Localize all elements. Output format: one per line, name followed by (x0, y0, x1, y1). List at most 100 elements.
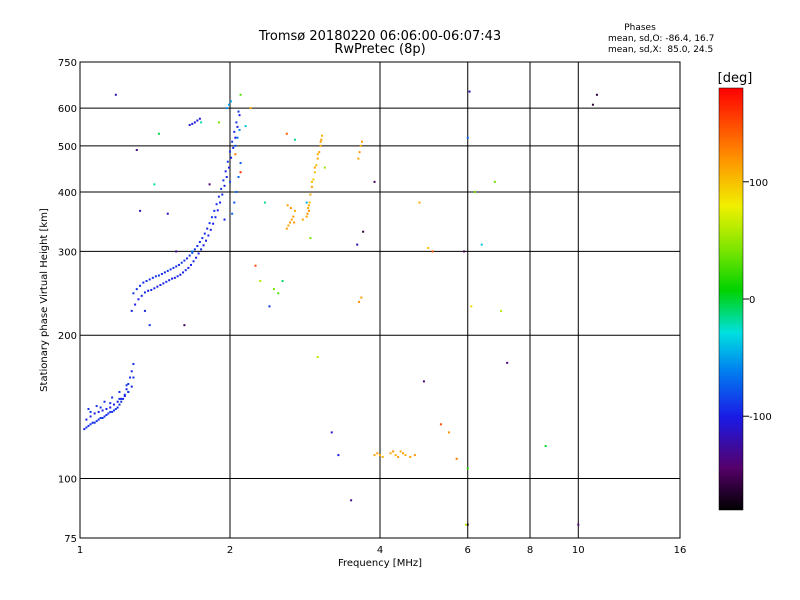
scatter-point (506, 361, 509, 364)
y-tick-label: 75 (64, 534, 77, 545)
colorbar-label: [deg] (718, 71, 753, 86)
scatter-point (217, 121, 220, 124)
scatter-point (305, 201, 308, 204)
scatter-point (109, 406, 112, 409)
scatter-point (292, 215, 295, 218)
scatter-point (466, 467, 469, 470)
y-tick-label: 750 (58, 58, 77, 69)
scatter-point (87, 407, 90, 410)
x-axis-label: Frequency [MHz] (338, 558, 422, 569)
scatter-point (139, 284, 142, 287)
scatter-point (422, 380, 425, 383)
scatter-point (389, 452, 392, 455)
scatter-point (310, 185, 313, 188)
scatter-point (186, 257, 189, 260)
scatter-point (157, 132, 160, 135)
scatter-point (140, 294, 143, 297)
x-tick-label: 6 (465, 545, 471, 556)
scatter-point (101, 417, 104, 420)
colorbar-tick-label: 100 (749, 178, 768, 189)
scatter-point (229, 180, 231, 183)
scatter-point (225, 107, 228, 110)
scatter-point (135, 148, 138, 151)
scatter-point (172, 266, 175, 269)
scatter-point (179, 273, 182, 276)
y-axis-ticks: 75 100 200 300 400 500 600 750 (58, 58, 77, 545)
scatter-point (209, 228, 212, 231)
scatter-point (148, 324, 151, 327)
scatter-point (306, 212, 309, 215)
scatter-point (229, 150, 231, 153)
scatter-point (134, 303, 137, 306)
scatter-point (127, 382, 130, 385)
scatter-point (168, 279, 171, 282)
scatter-point (93, 412, 96, 415)
scatter-point (219, 201, 222, 204)
scatter-point (307, 209, 310, 212)
scatter-point (85, 426, 88, 429)
scatter-point (312, 178, 315, 181)
scatter-point (301, 218, 304, 221)
plot-frame (79, 61, 681, 539)
scatter-point (191, 122, 194, 125)
scatter-point (359, 144, 362, 147)
scatter-point (132, 292, 135, 295)
scatter-point (130, 370, 133, 373)
scatter-point (320, 138, 323, 141)
scatter-point (129, 376, 132, 379)
y-tick-label: 200 (58, 331, 77, 342)
scatter-point (464, 523, 467, 526)
scatter-point (249, 107, 252, 110)
scatter-point (101, 409, 104, 412)
x-tick-label: 10 (572, 545, 585, 556)
scatter-point (466, 523, 469, 526)
scatter-points (83, 90, 598, 526)
scatter-point (175, 250, 178, 253)
scatter-point (169, 268, 172, 271)
scatter-point (198, 240, 201, 243)
scatter-point (191, 251, 194, 254)
scatter-point (191, 250, 194, 253)
scatter-point (151, 276, 154, 279)
scatter-point (239, 171, 242, 174)
scatter-point (236, 125, 239, 128)
scatter-point (177, 263, 180, 266)
scatter-point (223, 184, 226, 187)
scatter-point (112, 409, 115, 412)
x-tick-label: 4 (377, 545, 383, 556)
scatter-point (105, 407, 108, 410)
scatter-point (112, 403, 115, 406)
scatter-point (289, 221, 292, 224)
scatter-point (213, 209, 216, 212)
scatter-point (89, 410, 92, 413)
y-axis-label: Stationary phase Virtual Height [km] (39, 208, 50, 392)
scatter-point (120, 400, 123, 403)
scatter-point (480, 243, 483, 246)
scatter-point (85, 418, 88, 421)
scatter-point (93, 421, 96, 424)
scatter-point (122, 397, 125, 400)
colorbar-tick-label: -100 (749, 412, 772, 423)
scatter-point (431, 250, 434, 253)
scatter-point (318, 151, 321, 154)
scatter-point (362, 230, 365, 233)
scatter-point (192, 260, 195, 263)
scatter-point (235, 190, 238, 193)
scatter-point (307, 204, 310, 207)
chart-subtitle: RwPretec (8p) (334, 42, 425, 57)
scatter-point (116, 400, 119, 403)
scatter-point (500, 309, 503, 312)
scatter-point (493, 180, 496, 183)
scatter-point (187, 266, 190, 269)
scatter-point (143, 291, 146, 294)
scatter-point (413, 454, 416, 457)
scatter-point (107, 412, 110, 415)
scatter-point (214, 216, 217, 219)
scatter-point (200, 121, 203, 124)
scatter-point (130, 309, 133, 312)
scatter-point (163, 271, 166, 274)
scatter-point (103, 400, 106, 403)
scatter-point (165, 280, 168, 283)
y-tick-label: 300 (58, 247, 77, 258)
scatter-point (217, 195, 220, 198)
